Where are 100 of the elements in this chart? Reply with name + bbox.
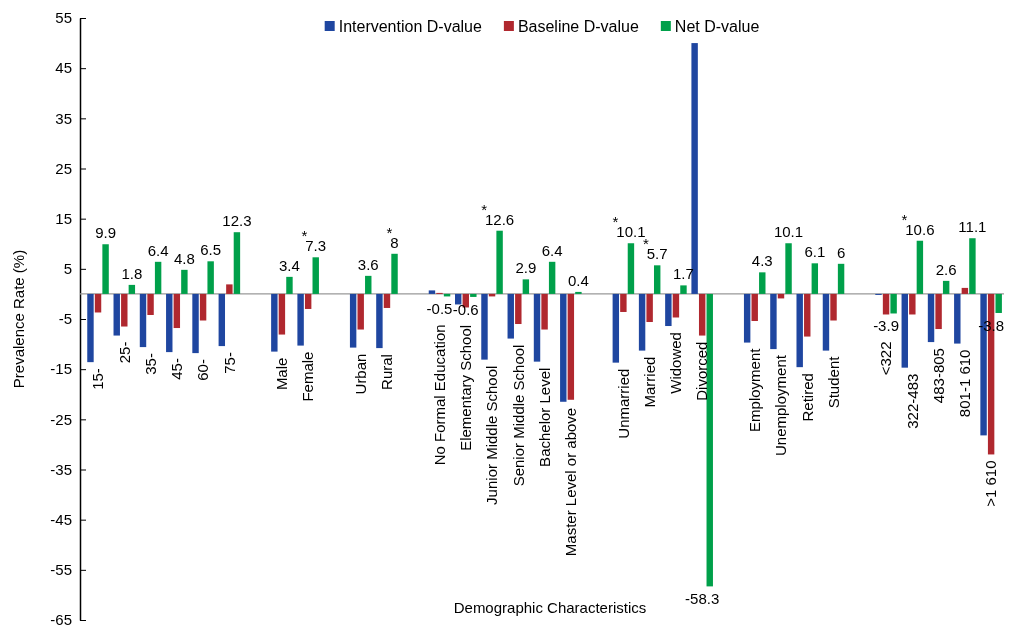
bar bbox=[882, 293, 890, 315]
bar bbox=[751, 293, 758, 322]
data-label: 12.6 bbox=[485, 210, 515, 228]
bar bbox=[391, 253, 398, 294]
bar bbox=[376, 293, 383, 349]
data-label: 3.6 bbox=[357, 255, 379, 273]
bar bbox=[743, 293, 751, 343]
bar bbox=[706, 293, 713, 587]
bar bbox=[698, 293, 706, 336]
x-tick-label: >1 610 bbox=[982, 460, 1000, 507]
x-tick-label: Rural bbox=[378, 354, 396, 390]
data-label: 4.8 bbox=[173, 249, 195, 267]
bar bbox=[139, 293, 147, 348]
bar bbox=[470, 293, 477, 297]
x-tick-label: Junior Middle School bbox=[483, 365, 501, 505]
y-tick-label: 15 bbox=[55, 209, 72, 227]
bar bbox=[665, 293, 672, 327]
y-tick-label: -25 bbox=[50, 410, 72, 428]
bar bbox=[496, 230, 503, 294]
data-label: 1.8 bbox=[121, 264, 143, 282]
x-tick-label: Master Level or above bbox=[562, 407, 580, 557]
bar bbox=[916, 240, 924, 294]
bar bbox=[961, 287, 969, 294]
data-label: 0.4 bbox=[567, 271, 589, 289]
bar bbox=[890, 293, 897, 314]
y-tick-label: -15 bbox=[50, 360, 72, 378]
bar bbox=[653, 265, 661, 294]
x-tick-label: 801-1 610 bbox=[956, 349, 974, 418]
bar bbox=[199, 293, 207, 321]
bar bbox=[226, 284, 233, 294]
bar bbox=[575, 291, 582, 294]
bar bbox=[646, 293, 653, 323]
x-tick-label: No Formal Education bbox=[430, 324, 448, 466]
x-tick-label: Unmarried bbox=[614, 368, 632, 439]
y-tick-label: 45 bbox=[55, 59, 72, 77]
x-tick-label: Unemployment bbox=[772, 354, 790, 456]
x-tick-label: 45- bbox=[168, 358, 186, 380]
y-tick-label: 25 bbox=[55, 159, 72, 177]
annotation: * bbox=[301, 227, 308, 245]
x-tick-label: <322 bbox=[877, 341, 895, 376]
x-tick-label: Male bbox=[273, 357, 291, 391]
bar bbox=[233, 232, 241, 294]
bar bbox=[304, 293, 312, 309]
x-tick-label: Married bbox=[640, 356, 658, 408]
y-tick-label: -55 bbox=[50, 561, 72, 579]
bar bbox=[638, 293, 646, 351]
bar bbox=[113, 293, 120, 336]
x-tick-label: 483-805 bbox=[929, 348, 947, 404]
x-tick-label: 35- bbox=[141, 353, 159, 375]
data-label: -58.3 bbox=[685, 590, 720, 608]
bar bbox=[365, 275, 372, 294]
bar bbox=[811, 263, 819, 294]
y-tick-label: 55 bbox=[55, 9, 72, 27]
bar bbox=[995, 293, 1002, 313]
x-tick-label: Bachelor Level bbox=[535, 367, 553, 467]
bar bbox=[173, 293, 181, 329]
data-label: 5.7 bbox=[646, 245, 668, 263]
bar bbox=[901, 293, 908, 368]
data-label: 12.3 bbox=[222, 212, 252, 230]
y-tick-label: -5 bbox=[58, 310, 72, 328]
x-tick-label: Senior Middle School bbox=[509, 344, 527, 487]
bar bbox=[969, 238, 976, 294]
y-tick-label: -45 bbox=[50, 510, 72, 528]
bar bbox=[691, 43, 698, 294]
bar bbox=[785, 243, 792, 294]
bar bbox=[515, 293, 522, 325]
x-axis-title: Demographic Characteristics bbox=[453, 599, 647, 616]
bar bbox=[278, 293, 286, 335]
legend-label: Net D-value bbox=[674, 18, 760, 35]
bar bbox=[507, 293, 514, 339]
bar bbox=[567, 293, 575, 400]
bar bbox=[533, 293, 541, 362]
x-tick-label: 60- bbox=[194, 359, 212, 381]
bar bbox=[522, 279, 530, 294]
bar bbox=[680, 285, 687, 294]
x-tick-label: Urban bbox=[351, 353, 369, 395]
x-tick-label: Retired bbox=[798, 373, 816, 422]
bar bbox=[759, 272, 766, 294]
data-label: 6.4 bbox=[147, 241, 169, 259]
bar bbox=[271, 293, 278, 352]
bar bbox=[94, 293, 102, 313]
bar bbox=[128, 284, 136, 294]
x-tick-label: Divorced bbox=[693, 341, 711, 401]
bar bbox=[560, 293, 567, 402]
bar bbox=[548, 261, 556, 294]
bar bbox=[954, 293, 961, 344]
data-label: -0.5 bbox=[426, 300, 453, 318]
y-tick-label: -35 bbox=[50, 460, 72, 478]
x-tick-label: Elementary School bbox=[457, 324, 475, 451]
x-tick-label: Student bbox=[824, 355, 842, 409]
legend-label: Baseline D-value bbox=[517, 18, 639, 35]
data-label: 10.1 bbox=[773, 223, 804, 241]
bar bbox=[672, 293, 680, 318]
y-tick-label: -65 bbox=[50, 611, 72, 629]
bar bbox=[87, 293, 94, 363]
bar bbox=[612, 293, 620, 363]
x-tick-label: Employment bbox=[745, 347, 763, 432]
data-label: 2.6 bbox=[935, 260, 957, 278]
bar bbox=[481, 293, 488, 360]
data-label: 8 bbox=[390, 233, 399, 251]
